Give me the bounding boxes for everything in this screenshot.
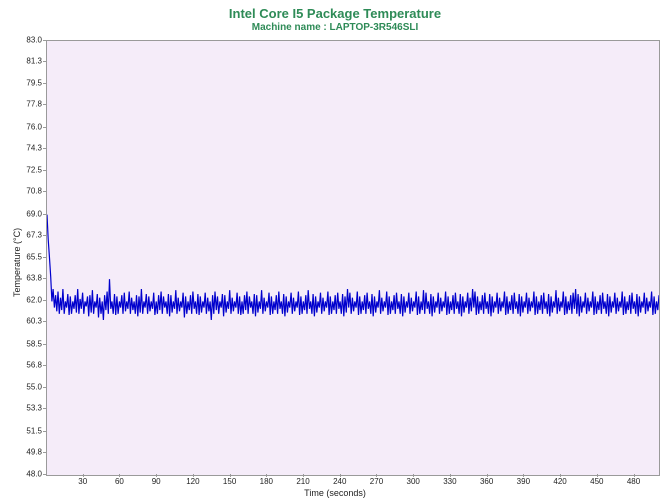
y-tick-mark bbox=[43, 127, 46, 128]
y-tick-mark bbox=[43, 83, 46, 84]
x-tick-label: 360 bbox=[480, 477, 493, 486]
x-tick-mark bbox=[340, 474, 341, 477]
y-tick-label: 58.5 bbox=[14, 339, 42, 348]
y-axis-label: Temperature (°C) bbox=[12, 228, 22, 297]
x-tick-mark bbox=[193, 474, 194, 477]
y-tick-label: 60.3 bbox=[14, 317, 42, 326]
y-tick-mark bbox=[43, 408, 46, 409]
x-tick-mark bbox=[119, 474, 120, 477]
x-tick-label: 300 bbox=[407, 477, 420, 486]
x-tick-mark bbox=[303, 474, 304, 477]
x-tick-mark bbox=[523, 474, 524, 477]
y-tick-label: 70.8 bbox=[14, 187, 42, 196]
y-tick-label: 81.3 bbox=[14, 57, 42, 66]
chart-title: Intel Core I5 Package Temperature bbox=[0, 6, 670, 21]
x-tick-label: 450 bbox=[590, 477, 603, 486]
chart-container: Intel Core I5 Package Temperature Machin… bbox=[0, 0, 670, 502]
y-tick-label: 74.3 bbox=[14, 143, 42, 152]
y-tick-mark bbox=[43, 452, 46, 453]
y-tick-mark bbox=[43, 170, 46, 171]
y-tick-mark bbox=[43, 104, 46, 105]
y-tick-label: 69.0 bbox=[14, 209, 42, 218]
y-tick-mark bbox=[43, 474, 46, 475]
y-tick-label: 53.3 bbox=[14, 404, 42, 413]
x-tick-mark bbox=[266, 474, 267, 477]
chart-subtitle: Machine name : LAPTOP-3R546SLI bbox=[0, 22, 670, 33]
x-tick-label: 270 bbox=[370, 477, 383, 486]
y-tick-mark bbox=[43, 61, 46, 62]
y-tick-mark bbox=[43, 365, 46, 366]
x-axis-label: Time (seconds) bbox=[0, 488, 670, 498]
y-tick-label: 79.5 bbox=[14, 79, 42, 88]
y-tick-mark bbox=[43, 300, 46, 301]
y-tick-mark bbox=[43, 235, 46, 236]
x-tick-label: 180 bbox=[260, 477, 273, 486]
temperature-line bbox=[47, 215, 659, 320]
y-tick-mark bbox=[43, 278, 46, 279]
x-tick-label: 150 bbox=[223, 477, 236, 486]
x-tick-label: 210 bbox=[296, 477, 309, 486]
y-tick-mark bbox=[43, 387, 46, 388]
x-tick-label: 480 bbox=[627, 477, 640, 486]
y-tick-mark bbox=[43, 214, 46, 215]
temperature-series bbox=[47, 41, 659, 475]
x-tick-label: 330 bbox=[443, 477, 456, 486]
plot-area bbox=[46, 40, 660, 476]
y-tick-mark bbox=[43, 321, 46, 322]
x-tick-mark bbox=[230, 474, 231, 477]
x-tick-label: 390 bbox=[517, 477, 530, 486]
y-tick-label: 49.8 bbox=[14, 447, 42, 456]
y-tick-mark bbox=[43, 431, 46, 432]
x-tick-label: 60 bbox=[115, 477, 124, 486]
y-tick-mark bbox=[43, 344, 46, 345]
x-tick-mark bbox=[83, 474, 84, 477]
y-tick-label: 55.0 bbox=[14, 383, 42, 392]
y-tick-label: 56.8 bbox=[14, 360, 42, 369]
y-tick-mark bbox=[43, 257, 46, 258]
x-tick-mark bbox=[413, 474, 414, 477]
y-tick-label: 51.5 bbox=[14, 426, 42, 435]
x-tick-label: 120 bbox=[186, 477, 199, 486]
x-tick-label: 240 bbox=[333, 477, 346, 486]
x-tick-label: 30 bbox=[78, 477, 87, 486]
x-tick-mark bbox=[450, 474, 451, 477]
y-tick-mark bbox=[43, 40, 46, 41]
x-tick-label: 90 bbox=[152, 477, 161, 486]
y-tick-mark bbox=[43, 191, 46, 192]
y-tick-label: 83.0 bbox=[14, 36, 42, 45]
y-tick-label: 48.0 bbox=[14, 470, 42, 479]
y-tick-label: 76.0 bbox=[14, 122, 42, 131]
y-tick-label: 77.8 bbox=[14, 100, 42, 109]
y-tick-mark bbox=[43, 148, 46, 149]
y-tick-label: 72.5 bbox=[14, 166, 42, 175]
y-tick-label: 62.0 bbox=[14, 296, 42, 305]
x-tick-mark bbox=[634, 474, 635, 477]
x-tick-mark bbox=[156, 474, 157, 477]
x-tick-label: 420 bbox=[553, 477, 566, 486]
x-tick-mark bbox=[560, 474, 561, 477]
x-tick-mark bbox=[597, 474, 598, 477]
x-tick-mark bbox=[487, 474, 488, 477]
x-tick-mark bbox=[376, 474, 377, 477]
